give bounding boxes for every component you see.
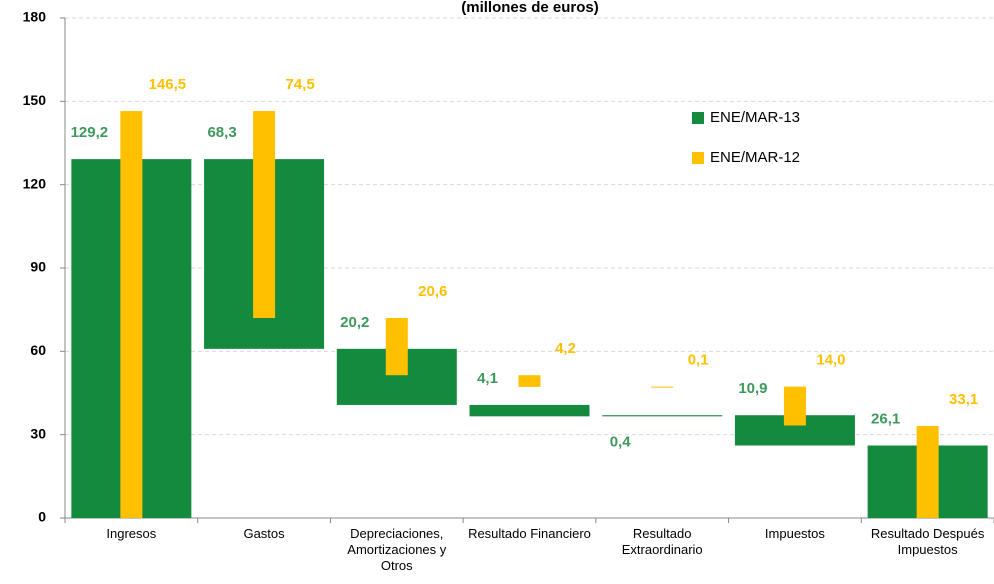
data-label: 20,6 (418, 283, 447, 300)
data-label: 10,9 (738, 380, 767, 397)
y-tick-label: 30 (30, 425, 46, 441)
data-label: 20,2 (340, 314, 369, 331)
data-label: 14,0 (816, 352, 845, 369)
bar (602, 415, 723, 417)
legend-swatch (692, 112, 704, 124)
bar (120, 111, 143, 519)
data-label: 26,1 (871, 410, 900, 427)
data-label: 68,3 (207, 124, 236, 141)
bar (916, 426, 939, 518)
x-tick-label: Resultado Después Impuestos (870, 526, 985, 557)
data-label: 146,5 (149, 76, 187, 93)
x-tick-label: Resultado Financiero (468, 526, 591, 541)
y-tick-label: 120 (23, 175, 47, 191)
data-label: 74,5 (285, 76, 314, 93)
x-tick-label: Gastos (243, 526, 285, 541)
data-label: 33,1 (949, 391, 978, 408)
y-tick-label: 90 (30, 259, 46, 275)
x-tick-label: Depreciaciones, Amortizaciones y Otros (347, 526, 447, 573)
legend-swatch (692, 152, 704, 164)
bar (518, 375, 541, 387)
x-tick-label: Ingresos (106, 526, 157, 541)
bar (469, 404, 590, 417)
bar (783, 386, 806, 426)
y-tick-label: 180 (23, 9, 47, 25)
x-tick-label: Impuestos (764, 526, 825, 541)
bar (253, 111, 276, 318)
bar (385, 318, 408, 376)
chart-subtitle: (millones de euros) (461, 0, 599, 16)
legend-label: ENE/MAR-13 (710, 109, 800, 126)
data-label: 4,1 (477, 370, 498, 387)
y-tick-label: 60 (30, 342, 46, 358)
data-label: 4,2 (555, 340, 576, 357)
legend-label: ENE/MAR-12 (710, 149, 800, 166)
y-tick-label: 0 (38, 509, 46, 525)
x-tick-label: Resultado Extraordinario (621, 526, 703, 557)
data-label: 0,4 (610, 433, 632, 450)
bar (651, 386, 674, 388)
data-label: 0,1 (688, 352, 709, 369)
data-label: 129,2 (71, 124, 109, 141)
y-tick-label: 150 (23, 92, 47, 108)
